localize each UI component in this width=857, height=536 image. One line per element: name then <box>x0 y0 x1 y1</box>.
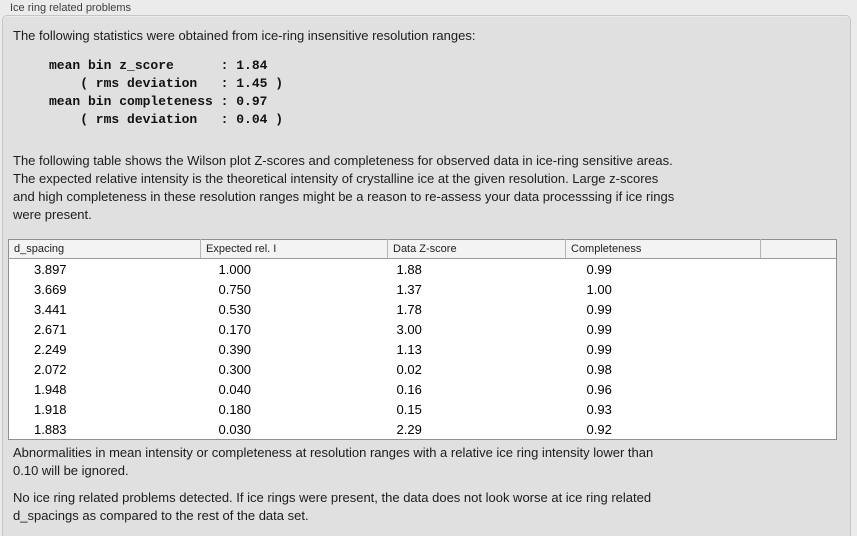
table-cell: 1.883 <box>34 421 67 437</box>
table-cell: 0.98 <box>586 361 612 377</box>
column-header-d-spacing: d_spacing <box>8 239 201 259</box>
table-cell: 0.99 <box>586 341 612 357</box>
table-cell: 0.99 <box>586 261 612 277</box>
ignore-note-text: Abnormalities in mean intensity or compl… <box>13 445 654 478</box>
table-cell: 1.78 <box>396 301 422 317</box>
table-row[interactable]: 2.249 0.390 1.13 0.99 <box>9 339 837 359</box>
table-cell: 0.300 <box>218 361 252 377</box>
table-cell <box>761 279 837 299</box>
conclusion-text: No ice ring related problems detected. I… <box>13 490 652 523</box>
table-row[interactable]: 2.072 0.300 0.02 0.98 <box>9 359 837 379</box>
table-cell: 2.29 <box>396 421 422 437</box>
table-cell: 1.948 <box>34 381 67 397</box>
table-row[interactable]: 2.671 0.170 3.00 0.99 <box>9 319 837 339</box>
description-text: The following table shows the Wilson plo… <box>13 153 675 222</box>
table-cell: 2.671 <box>34 321 67 337</box>
table-body: 3.897 1.000 1.88 0.99 3.669 0.750 1.37 1.00 3.44… <box>9 259 837 440</box>
table-row[interactable]: 3.441 0.530 1.78 0.99 <box>9 299 837 319</box>
table-cell: 0.99 <box>586 301 612 317</box>
column-header-completeness: Completeness <box>565 239 761 259</box>
table-cell <box>761 419 837 440</box>
table-row[interactable]: 3.669 0.750 1.37 1.00 <box>9 279 837 299</box>
table-row[interactable]: 1.883 0.030 2.29 0.92 <box>9 419 837 440</box>
table-row[interactable]: 3.897 1.000 1.88 0.99 <box>9 259 837 280</box>
column-header-empty <box>760 239 837 259</box>
table-cell: 2.249 <box>34 341 67 357</box>
table-cell: 0.750 <box>218 281 252 297</box>
table-cell <box>761 319 837 339</box>
table-row[interactable]: 1.948 0.040 0.16 0.96 <box>9 379 837 399</box>
column-header-data-z-score: Data Z-score <box>387 239 566 259</box>
table-cell: 3.669 <box>34 281 67 297</box>
table-cell: 0.15 <box>396 401 422 417</box>
table-header-row: d_spacing Expected rel. I Data Z-score C… <box>8 239 837 259</box>
table-cell: 0.16 <box>396 381 422 397</box>
table-cell: 1.37 <box>396 281 422 297</box>
table-cell: 1.918 <box>34 401 67 417</box>
table-cell: 0.180 <box>218 401 252 417</box>
table-cell: 0.390 <box>218 341 252 357</box>
table-cell <box>761 299 837 319</box>
table-cell <box>761 259 837 280</box>
table-row[interactable]: 1.918 0.180 0.15 0.93 <box>9 399 837 419</box>
column-header-expected-rel: Expected rel. I <box>200 239 388 259</box>
table-cell: 1.88 <box>396 261 422 277</box>
table-cell: 0.030 <box>218 421 252 437</box>
table-cell: 1.13 <box>396 341 422 357</box>
table-cell <box>761 379 837 399</box>
table-cell: 1.000 <box>218 261 252 277</box>
ice-ring-table: d_spacing Expected rel. I Data Z-score C… <box>8 239 837 440</box>
table-cell: 0.99 <box>586 321 612 337</box>
table-cell: 3.897 <box>34 261 67 277</box>
table-cell <box>761 359 837 379</box>
table-cell: 2.072 <box>34 361 67 377</box>
table-cell: 0.040 <box>218 381 252 397</box>
table-cell <box>761 399 837 419</box>
table-cell: 0.96 <box>586 381 612 397</box>
table-cell: 0.530 <box>218 301 252 317</box>
table-cell: 3.441 <box>34 301 67 317</box>
table-cell: 0.93 <box>586 401 612 417</box>
statistics-block: mean bin z_score : 1.84 ( rms deviation … <box>49 58 284 127</box>
table-cell: 0.170 <box>218 321 252 337</box>
table-cell: 1.00 <box>586 281 612 297</box>
table-cell: 0.02 <box>396 361 422 377</box>
table-cell <box>761 339 837 359</box>
table-cell: 0.92 <box>586 421 612 437</box>
intro-text: The following statistics were obtained f… <box>13 28 476 43</box>
groupbox-title: Ice ring related problems <box>10 2 132 14</box>
table-cell: 3.00 <box>396 321 422 337</box>
